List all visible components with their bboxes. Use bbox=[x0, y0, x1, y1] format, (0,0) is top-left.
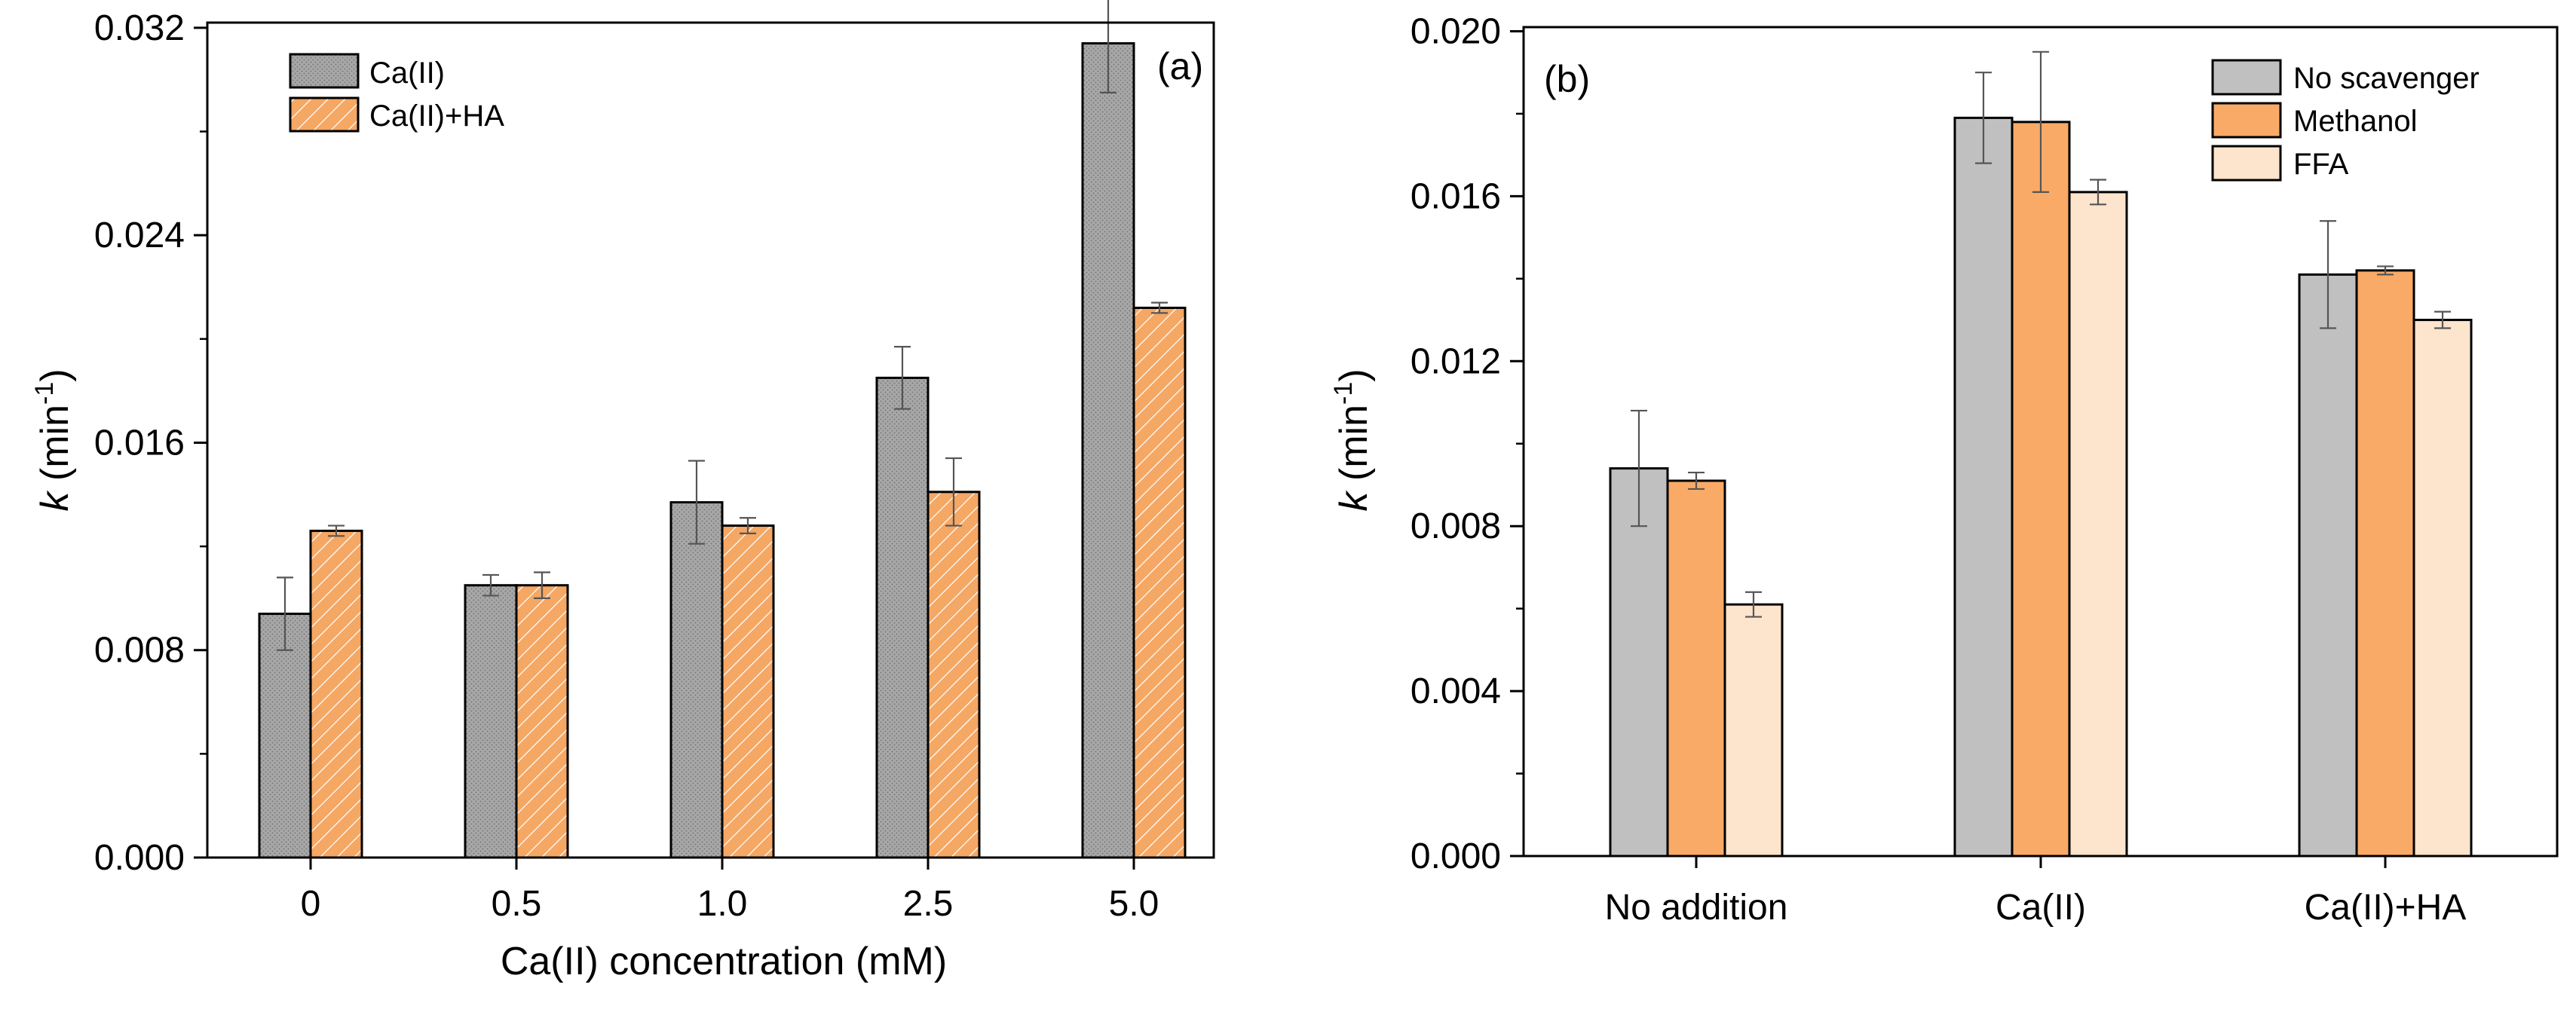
panel-a-ytick-label: 0.000 bbox=[94, 838, 185, 878]
panel-a-y-ticks: 0.000 0.008 0.016 0.024 0.032 bbox=[94, 8, 207, 878]
bar-ca-ii-ha-1-0 bbox=[721, 524, 775, 859]
bar-ca-ii-0 bbox=[258, 613, 312, 859]
panel-b-x-ticks: No addition Ca(II) Ca(II)+HA bbox=[1605, 856, 2467, 928]
panel-b: 0.000 0.004 0.008 0.012 0.016 0.020 No additi… bbox=[1329, 11, 2559, 928]
bar-methanol-ca-ii-ha bbox=[2355, 269, 2415, 858]
bar-ca-ii-ha-2-5 bbox=[927, 491, 981, 859]
panel-a-x-axis-label: Ca(II) concentration (mM) bbox=[501, 940, 947, 983]
panel-a-xtick-label-2-5: 2.5 bbox=[903, 884, 954, 924]
panel-a-label: (a) bbox=[1157, 45, 1203, 87]
panel-a-bars bbox=[258, 42, 1187, 859]
legend-label-ca: Ca(II) bbox=[369, 57, 445, 90]
bar-methanol-ca-ii bbox=[2011, 121, 2071, 858]
panel-a-error-bars bbox=[277, 0, 1168, 651]
panel-b-legend: No scavenger Methanol FFA bbox=[2211, 59, 2480, 182]
panel-a-xtick-label-5-0: 5.0 bbox=[1109, 884, 1159, 924]
panel-a-xtick-label-0: 0 bbox=[301, 884, 321, 924]
panel-b-xtick-label-ca-ii-ha: Ca(II)+HA bbox=[2305, 888, 2467, 928]
panel-a-ytick-label: 0.008 bbox=[94, 631, 185, 671]
panel-b-ytick-label: 0.012 bbox=[1411, 341, 1501, 381]
bar-methanol-no-addition bbox=[1666, 479, 1726, 858]
bar-ca-ii-5-0 bbox=[1081, 42, 1135, 859]
panel-a-y-axis-close: ) bbox=[33, 368, 77, 381]
panel-a-y-axis-label: k (min-1) bbox=[30, 368, 77, 511]
legend-swatch-ca bbox=[289, 53, 360, 89]
panel-b-ytick-label: 0.016 bbox=[1411, 176, 1501, 216]
legend-swatch-no-scavenger bbox=[2211, 59, 2282, 96]
bar-ca-ii-ha-0-5 bbox=[515, 584, 569, 859]
panel-a-y-axis-exponent: -1 bbox=[30, 382, 59, 405]
bar-ca-ii-ha-0 bbox=[309, 529, 363, 859]
panel-b-ytick-label: 0.008 bbox=[1411, 506, 1501, 546]
panel-b-y-ticks: 0.000 0.004 0.008 0.012 0.016 0.020 bbox=[1411, 11, 1524, 876]
panel-b-xtick-label-ca-ii: Ca(II) bbox=[1996, 888, 2086, 928]
panel-a-ytick-label: 0.016 bbox=[94, 423, 185, 463]
panel-a-xtick-label-0-5: 0.5 bbox=[492, 884, 542, 924]
legend-label-ffa: FFA bbox=[2293, 148, 2349, 181]
legend-label-no-scavenger: No scavenger bbox=[2293, 62, 2480, 95]
panel-b-y-axis-symbol: k bbox=[1332, 490, 1376, 512]
panel-a-y-axis-unit: (min bbox=[33, 405, 77, 492]
panel-b-bars bbox=[1609, 116, 2473, 858]
panel-a-axes-frame bbox=[206, 21, 1215, 859]
bar-ca-ii-1-0 bbox=[669, 501, 724, 859]
bar-ca-ii-ha-5-0 bbox=[1132, 307, 1187, 859]
panel-a-ytick-label: 0.024 bbox=[94, 216, 185, 255]
panel-a-y-axis-symbol: k bbox=[33, 490, 77, 512]
panel-b-error-bars bbox=[1631, 50, 2451, 618]
panel-b-label: (b) bbox=[1544, 58, 1590, 100]
legend-label-ca-ha: Ca(II)+HA bbox=[369, 99, 504, 133]
bar-no-scavenger-ca-ii bbox=[1953, 116, 2014, 858]
panel-b-y-axis-label: k (min-1) bbox=[1329, 368, 1376, 511]
legend-swatch-ffa bbox=[2211, 145, 2282, 182]
panel-a-x-ticks: 0 0.5 1.0 2.5 5.0 bbox=[301, 858, 1159, 924]
panel-b-ytick-label: 0.004 bbox=[1411, 671, 1501, 711]
bar-ffa-ca-ii-ha bbox=[2412, 319, 2473, 858]
panel-b-ytick-label: 0.020 bbox=[1411, 11, 1501, 51]
panel-b-xtick-label-no-addition: No addition bbox=[1605, 888, 1788, 928]
panel-a-ytick-label: 0.032 bbox=[94, 8, 185, 48]
bar-ca-ii-2-5 bbox=[875, 376, 930, 859]
panel-b-y-axis-exponent: -1 bbox=[1329, 382, 1358, 405]
legend-label-methanol: Methanol bbox=[2293, 105, 2418, 138]
bar-ffa-no-addition bbox=[1723, 603, 1784, 858]
panel-b-y-axis-close: ) bbox=[1332, 368, 1376, 381]
bar-ca-ii-0-5 bbox=[464, 584, 518, 859]
panel-a-legend: Ca(II) Ca(II)+HA bbox=[289, 53, 504, 133]
legend-swatch-ca-ha bbox=[289, 96, 360, 133]
panel-b-ytick-label: 0.000 bbox=[1411, 836, 1501, 876]
panel-b-y-axis-unit: (min bbox=[1332, 405, 1376, 492]
panel-a-xtick-label-1-0: 1.0 bbox=[697, 884, 748, 924]
bar-no-scavenger-ca-ii-ha bbox=[2298, 273, 2358, 858]
legend-swatch-methanol bbox=[2211, 102, 2282, 139]
bar-ffa-ca-ii bbox=[2068, 191, 2128, 858]
